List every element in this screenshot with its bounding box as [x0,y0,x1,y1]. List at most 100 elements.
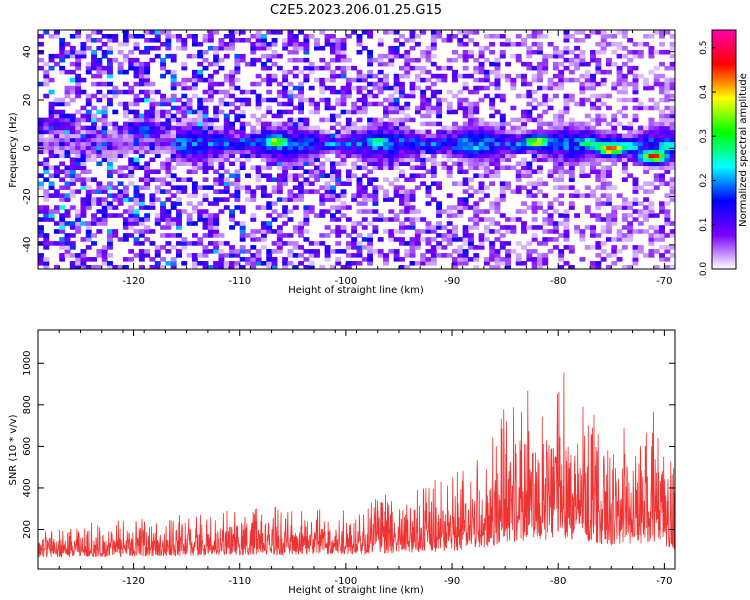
heatmap-cell [372,101,379,107]
heatmap-cell [515,53,522,59]
heatmap-cell [505,121,512,127]
heatmap-cell [138,221,145,226]
heatmap-cell [197,113,204,119]
heatmap-cell [59,57,66,63]
heatmap-cell [420,101,427,107]
heatmap-cell [659,33,665,39]
heatmap-cell [223,261,230,266]
heatmap-cell [590,233,596,238]
heatmap-cell [457,249,464,254]
heatmap-cell [351,101,358,107]
heatmap-cell [207,149,214,155]
heatmap-cell [356,129,363,135]
heatmap-cell [462,65,469,71]
heatmap-cell [632,209,639,214]
heatmap-cell [441,233,448,238]
heatmap-cell [568,193,575,198]
heatmap-cell [101,93,108,99]
heatmap-cell [632,41,639,47]
heatmap-cell [266,65,273,71]
heatmap-cell [128,129,135,135]
heatmap-cell [85,193,92,198]
heatmap-cell [75,213,82,218]
heatmap-cell [356,253,363,258]
heatmap-cell [85,101,92,107]
heatmap-cell [430,161,437,167]
heatmap-cell [547,169,554,174]
heatmap-cell [351,173,358,178]
heatmap-cell [383,217,389,222]
heatmap-cell [117,197,124,202]
heatmap-cell [308,85,315,91]
heatmap-cell [282,169,289,174]
heatmap-cell [266,30,273,35]
heatmap-cell [462,49,469,55]
heatmap-cell [133,93,140,99]
heatmap-cell [329,73,336,79]
heatmap-cell [133,73,140,79]
heatmap-cell [552,177,559,182]
heatmap-cell [361,157,368,163]
heatmap-cell [409,145,416,151]
heatmap-cell [329,265,336,269]
heatmap-cell [436,30,443,35]
heatmap-cell [441,137,448,143]
heatmap-cell [75,33,82,39]
heatmap-cell [409,81,416,87]
heatmap-cell [558,117,565,123]
heatmap-cell [239,161,246,167]
heatmap-cell [563,261,570,266]
heatmap-cell [122,221,129,226]
heatmap-cell [393,157,400,163]
heatmap-cell [393,229,400,234]
heatmap-cell [531,49,538,55]
heatmap-cell [483,73,490,79]
heatmap-cell [457,205,464,210]
heatmap-cell [584,69,591,75]
heatmap-cell [367,125,374,131]
heatmap-cell [563,225,570,230]
heatmap-cell [462,257,469,262]
heatmap-cell [669,245,675,250]
heatmap-cell [266,125,273,131]
heatmap-cell [414,157,421,163]
heatmap-cell [117,189,124,194]
heatmap-cell [478,153,485,159]
heatmap-cell [255,185,262,190]
heatmap-cell [436,113,443,119]
heatmap-cell [303,33,310,39]
heatmap-cell [271,53,278,59]
heatmap-cell [335,161,342,167]
heatmap-cell [664,113,671,119]
heatmap-cell [324,145,331,151]
heatmap-cell [510,53,517,59]
heatmap-cell [69,89,76,95]
heatmap-cell [383,137,389,143]
heatmap-cell [287,165,294,171]
heatmap-cell [377,249,384,254]
heatmap-cell [579,89,586,95]
heatmap-cell [441,237,448,242]
heatmap-cell [621,133,628,139]
heatmap-cell [160,217,166,222]
heatmap-cell [207,161,214,167]
heatmap-cell [101,245,108,250]
heatmap-cell [590,149,596,155]
heatmap-cell [483,237,490,242]
heatmap-cell [260,37,267,43]
heatmap-cell [579,37,586,43]
heatmap-cell [430,121,437,127]
heatmap-cell [632,249,639,254]
heatmap-cell [452,257,458,262]
heatmap-cell [186,145,193,151]
heatmap-cell [457,105,464,111]
heatmap-cell [122,109,129,115]
heatmap-cell [101,81,108,87]
heatmap-cell [308,157,315,163]
heatmap-cell [43,121,50,127]
heatmap-cell [43,157,50,163]
heatmap-cell [510,165,517,171]
heatmap-cell [239,129,246,135]
heatmap-cell [276,145,283,151]
